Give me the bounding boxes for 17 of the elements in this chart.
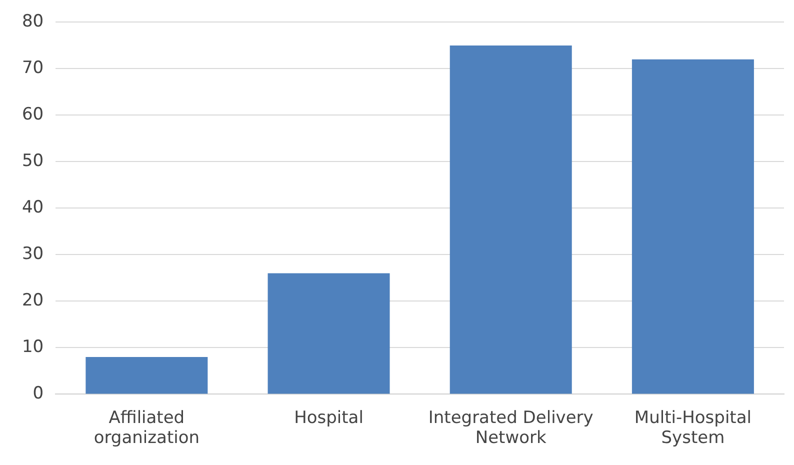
x-tick-label: Integrated Delivery Network xyxy=(428,408,594,448)
y-tick-label: 0 xyxy=(32,384,44,404)
y-tick-label: 30 xyxy=(22,244,44,264)
x-tick-label: Affiliated organization xyxy=(94,408,200,448)
y-tick-label: 50 xyxy=(22,151,44,172)
y-tick-label: 70 xyxy=(22,58,44,78)
x-tick-label: Hospital xyxy=(294,408,364,428)
y-tick-label: 10 xyxy=(22,337,44,358)
bar xyxy=(632,59,754,394)
y-tick-label: 40 xyxy=(22,198,44,218)
bar xyxy=(86,357,208,394)
bar xyxy=(450,45,572,394)
y-tick-label: 80 xyxy=(22,12,44,32)
x-tick-label: Multi-Hospital System xyxy=(634,408,752,448)
y-tick-label: 20 xyxy=(22,290,44,311)
y-tick-label: 60 xyxy=(22,104,44,125)
bar xyxy=(268,273,390,394)
